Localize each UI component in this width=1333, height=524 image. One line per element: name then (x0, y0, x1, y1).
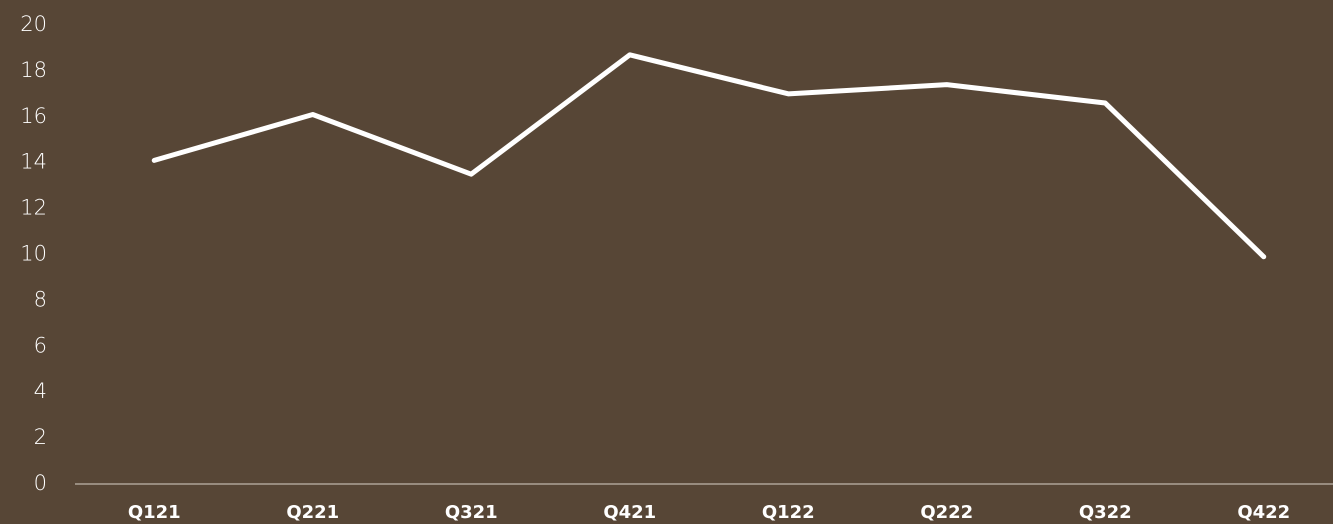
y-tick-label: 8 (34, 287, 47, 311)
y-tick-label: 0 (34, 471, 47, 495)
x-tick-label: Q421 (603, 502, 656, 523)
y-tick-label: 2 (34, 425, 47, 449)
line-series (151, 52, 1267, 260)
x-tick-label: Q221 (286, 502, 339, 523)
x-tick-label: Q422 (1237, 502, 1290, 523)
y-tick-label: 4 (34, 379, 47, 403)
y-tick-label: 20 (20, 12, 47, 36)
x-tick-label: Q322 (1079, 502, 1132, 523)
x-tick-label: Q121 (128, 502, 181, 523)
x-tick-label: Q222 (920, 502, 973, 523)
x-tick-label: Q122 (762, 502, 815, 523)
y-tick-label: 18 (20, 58, 47, 82)
y-tick-label: 16 (20, 104, 47, 128)
y-tick-label: 6 (34, 333, 47, 357)
y-tick-label: 10 (20, 242, 47, 266)
y-tick-label: 12 (20, 196, 47, 220)
x-tick-label: Q321 (445, 502, 498, 523)
y-tick-label: 14 (20, 150, 47, 174)
